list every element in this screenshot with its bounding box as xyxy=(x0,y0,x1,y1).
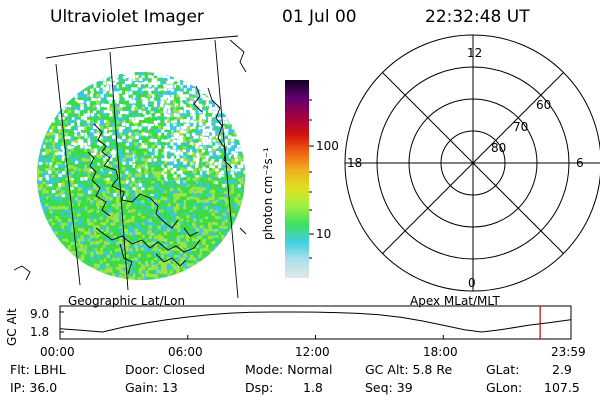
timeline-xtick-1200: 12:00 xyxy=(295,345,330,359)
instrument-title: Ultraviolet Imager xyxy=(50,7,204,27)
mlat-label-70: 70 xyxy=(513,120,529,134)
uv-image-disk xyxy=(13,35,247,299)
image-panel-label: Geographic Lat/Lon xyxy=(68,294,186,308)
mlat-label-80: 80 xyxy=(491,141,507,155)
info-glat-value: 2.9 xyxy=(552,362,572,377)
info-dsp-value: 1.8 xyxy=(303,380,323,395)
date-text: 01 Jul 00 xyxy=(282,7,357,27)
timeline-ytick-top: 9.0 xyxy=(30,307,50,321)
altitude-curve xyxy=(59,311,571,333)
info-ip: IP: 36.0 xyxy=(10,380,58,395)
colorbar-unit-label: photon cm⁻²s⁻¹ xyxy=(261,147,275,240)
info-gain: Gain: 13 xyxy=(125,380,178,395)
info-glon-label: GLon: xyxy=(486,380,523,395)
colorbar-gradient xyxy=(285,80,309,278)
info-dsp-label: Dsp: xyxy=(245,380,274,395)
mlt-label-12: 12 xyxy=(467,46,483,60)
colorbar-tick-100: 100 xyxy=(316,139,339,153)
colorbar xyxy=(285,80,314,278)
info-mode: Mode: Normal xyxy=(245,362,333,377)
timeline-frame xyxy=(59,305,572,340)
info-seq: Seq: 39 xyxy=(365,380,413,395)
altitude-timeline xyxy=(59,305,572,340)
mlat-label-60: 60 xyxy=(536,98,552,112)
info-glat-label: GLat: xyxy=(486,362,520,377)
colorbar-tick-10: 10 xyxy=(316,227,332,241)
timeline-ylabel: GC Alt xyxy=(5,308,19,346)
timeline-ytick-bottom: 1.8 xyxy=(30,325,50,339)
timeline-xtick-1800: 18:00 xyxy=(423,345,458,359)
timeline-xtick-0600: 06:00 xyxy=(168,345,203,359)
polar-panel-label: Apex MLat/MLT xyxy=(410,294,500,308)
time-text: 22:32:48 UT xyxy=(425,7,530,27)
mlt-label-18: 18 xyxy=(347,156,363,170)
info-door: Door: Closed xyxy=(125,362,206,377)
info-glon-value: 107.5 xyxy=(544,380,580,395)
info-flt: Flt: LBHL xyxy=(10,362,66,377)
geographic-grid xyxy=(13,35,247,299)
polar-plot xyxy=(344,34,600,292)
timeline-xtick-2359: 23:59 xyxy=(551,345,586,359)
mlt-label-0: 0 xyxy=(468,276,476,290)
timeline-xtick-0000: 00:00 xyxy=(40,345,75,359)
info-gc-alt: GC Alt: 5.8 Re xyxy=(365,362,453,377)
mlt-label-6: 6 xyxy=(576,156,584,170)
